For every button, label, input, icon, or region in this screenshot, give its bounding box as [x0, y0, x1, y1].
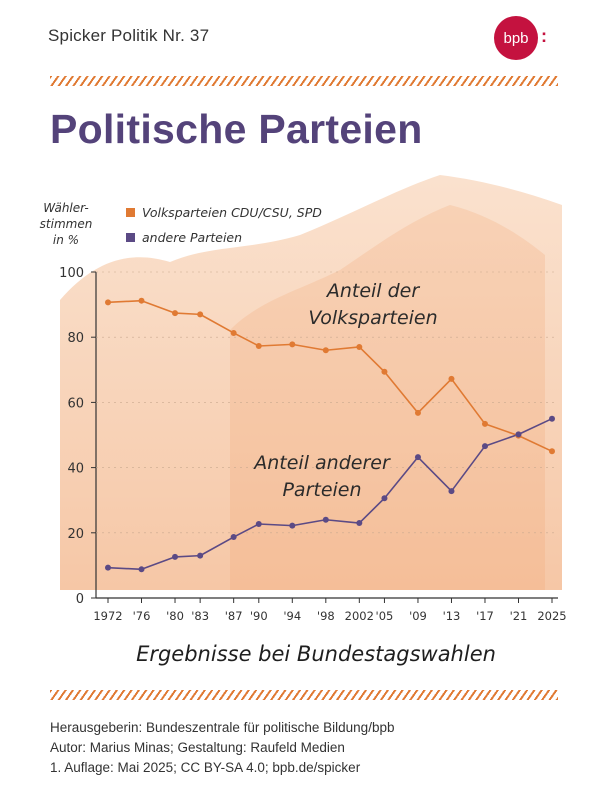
y-axis-label: Wähler- stimmen in %	[40, 201, 93, 247]
x-tick-label: 2002	[345, 609, 374, 623]
footer-author: Autor: Marius Minas; Gestaltung: Raufeld…	[50, 740, 345, 755]
y-tick-label: 60	[67, 396, 84, 411]
x-tick-label: '13	[443, 609, 461, 623]
y-tick-label: 100	[59, 266, 84, 281]
top-divider	[50, 76, 558, 86]
data-point-andere	[448, 488, 455, 495]
paint-wash-background	[60, 175, 562, 590]
data-point-volksparteien	[322, 347, 329, 354]
axes	[95, 272, 558, 599]
x-tick-label: 1972	[93, 609, 122, 623]
data-point-volksparteien	[381, 368, 388, 375]
x-tick-label: 2025	[537, 609, 566, 623]
data-point-volksparteien	[289, 341, 296, 348]
data-point-volksparteien	[356, 343, 363, 350]
data-point-volksparteien	[197, 311, 204, 318]
data-point-andere	[381, 495, 388, 502]
data-point-volksparteien	[105, 299, 111, 306]
data-point-volksparteien	[414, 409, 421, 416]
x-tick-label: '17	[476, 609, 494, 623]
annotation-volksparteien: Anteil der Volksparteien	[308, 280, 437, 329]
legend-swatch-volksparteien	[126, 208, 135, 217]
annotation-line: Anteil der	[325, 280, 421, 302]
y-tick-label: 40	[67, 462, 84, 477]
y-axis-label-line: stimmen	[40, 217, 93, 231]
x-axis-label: Ergebnisse bei Bundestagswahlen	[136, 642, 496, 666]
x-tick-label: '76	[133, 609, 151, 623]
data-point-andere	[138, 566, 145, 573]
y-tick-label: 0	[76, 592, 84, 607]
x-tick-labels: 1972 '76 '80 '83 '87 '90 '94 '98 2002'05 '09 '13 '1…	[93, 598, 567, 623]
line-chart: 0 20 40 60 80 100 1972 '76 '80 '83 '87 '90 '94 '98 20…	[40, 175, 567, 666]
bpb-logo[interactable]: bpb	[494, 16, 538, 60]
data-point-andere	[481, 443, 488, 450]
data-point-andere	[289, 522, 296, 529]
data-point-volksparteien	[448, 375, 455, 382]
footer-publisher: Herausgeberin: Bundeszentrale für politi…	[50, 720, 395, 735]
page-title: Politische Parteien	[50, 106, 423, 152]
data-point-andere	[322, 516, 329, 523]
data-point-andere	[172, 553, 179, 560]
data-point-volksparteien	[172, 310, 179, 317]
data-point-andere	[515, 431, 522, 438]
annotation-line: Parteien	[282, 479, 361, 501]
legend-label-andere: andere Parteien	[142, 230, 242, 245]
x-tick-label: '87	[225, 609, 243, 623]
bottom-divider	[50, 690, 558, 700]
y-tick-label: 20	[67, 527, 84, 542]
y-tick-label: 80	[67, 331, 84, 346]
gridlines	[96, 271, 558, 534]
data-point-andere	[105, 564, 111, 571]
x-tick-label: '05	[376, 609, 394, 623]
y-tick-labels: 0 20 40 60 80 100	[59, 266, 96, 607]
annotation-line: Volksparteien	[308, 307, 437, 329]
data-point-andere	[414, 454, 421, 461]
x-tick-label: '80	[166, 609, 184, 623]
data-point-volksparteien	[481, 420, 488, 427]
x-tick-label: '21	[510, 609, 528, 623]
legend-swatch-andere	[126, 233, 135, 242]
x-tick-label: '09	[409, 609, 427, 623]
data-point-volksparteien	[549, 448, 555, 455]
y-axis-label-line: Wähler-	[43, 201, 89, 215]
data-point-volksparteien	[255, 343, 262, 350]
data-point-andere	[197, 552, 204, 559]
footer-license: 1. Auflage: Mai 2025; CC BY-SA 4.0; bpb.…	[50, 760, 361, 775]
x-tick-label: '98	[317, 609, 335, 623]
publication-series: Spicker Politik Nr. 37	[48, 26, 210, 45]
x-tick-label: '94	[283, 609, 301, 623]
data-point-andere	[549, 415, 555, 422]
y-axis-label-line: in %	[53, 233, 79, 247]
data-point-volksparteien	[138, 297, 145, 304]
annotation-andere: Anteil anderer Parteien	[252, 452, 391, 501]
series-points	[105, 297, 555, 573]
data-point-andere	[356, 520, 363, 527]
logo-colon: :	[541, 26, 547, 46]
x-tick-label: '90	[250, 609, 268, 623]
data-point-volksparteien	[230, 329, 237, 336]
data-point-andere	[255, 520, 262, 527]
x-tick-label: '83	[191, 609, 209, 623]
data-point-andere	[230, 534, 237, 541]
legend: Volksparteien CDU/CSU, SPD andere Partei…	[126, 205, 322, 245]
annotation-line: Anteil anderer	[252, 452, 391, 474]
legend-label-volksparteien: Volksparteien CDU/CSU, SPD	[142, 205, 322, 220]
footer-credits: Herausgeberin: Bundeszentrale für politi…	[50, 718, 394, 778]
